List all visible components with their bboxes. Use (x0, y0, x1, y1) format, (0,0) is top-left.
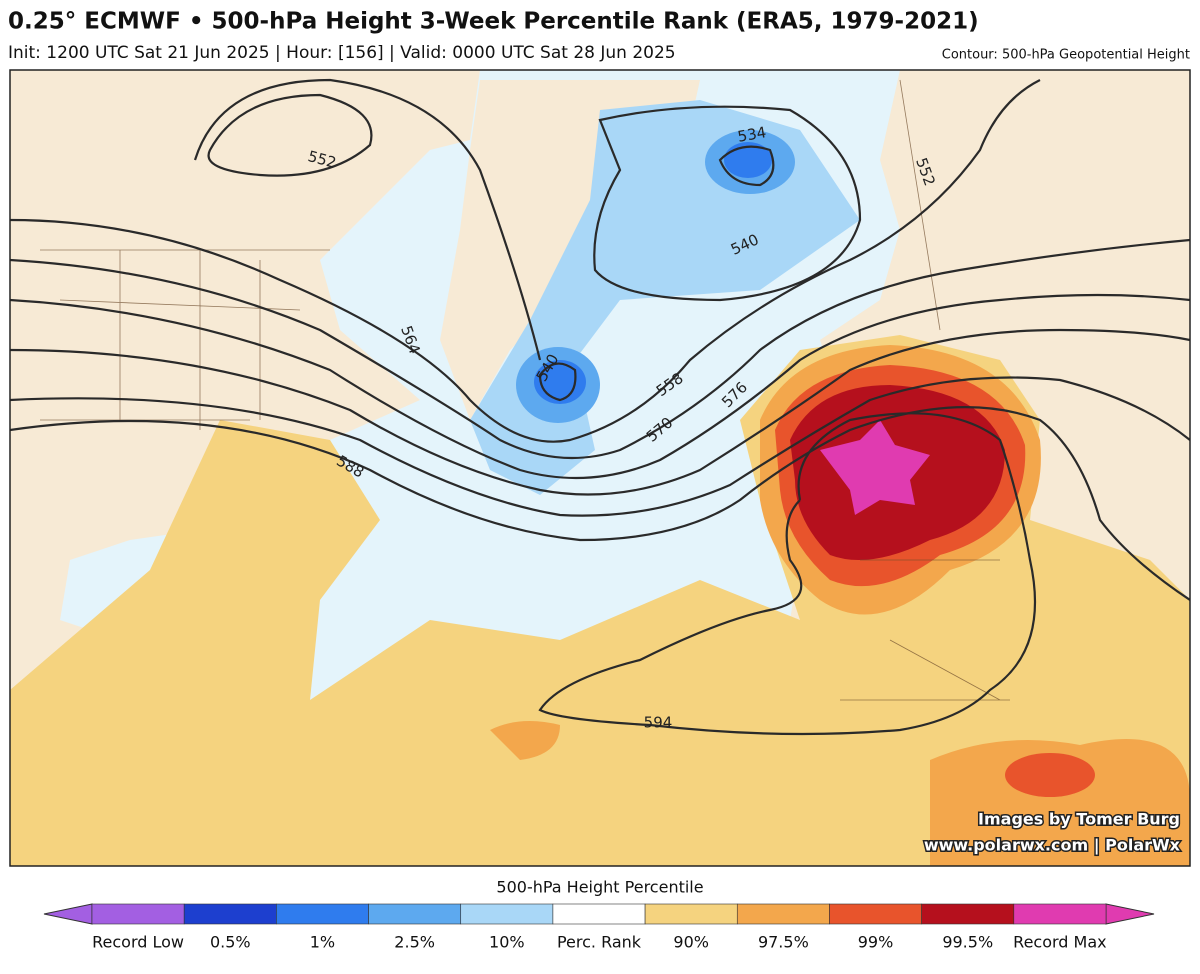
contour (10, 406, 1190, 601)
colorbar-label: 97.5% (758, 933, 809, 952)
colorbar-label: Record Max (1013, 933, 1106, 952)
colorbar-segment (921, 903, 1015, 925)
colorbar-label: 99% (858, 933, 894, 952)
contour-label: 594 (644, 714, 673, 732)
colorbar-label: 99.5% (942, 933, 993, 952)
colorbar-label: 0.5% (210, 933, 251, 952)
anomaly-97-5 (930, 739, 1190, 866)
colorbar-label: Record Low (92, 933, 184, 952)
anomaly-1 (724, 142, 772, 178)
contour (10, 376, 1190, 517)
contour (10, 238, 1190, 460)
colorbar-label: 10% (489, 933, 525, 952)
colorbar-segment (552, 903, 646, 925)
anomaly-99 (1005, 753, 1095, 797)
contour-note: Contour: 500-hPa Geopotential Height (942, 48, 1190, 63)
contour-label: 534 (736, 123, 767, 146)
contour (10, 293, 1190, 480)
map (10, 70, 1190, 866)
colorbar-segment (276, 903, 369, 925)
subtitle: Init: 1200 UTC Sat 21 Jun 2025 | Hour: [… (8, 43, 676, 63)
contour (593, 105, 862, 302)
contour (10, 79, 1041, 443)
colorbar-title: 500-hPa Height Percentile (496, 878, 703, 897)
colorbar-extend-high (1105, 903, 1155, 925)
colorbar-segment (368, 903, 462, 925)
colorbar-segment (829, 903, 922, 925)
contour (718, 145, 775, 187)
contour (538, 362, 577, 402)
map-frame (9, 69, 1191, 867)
contour (538, 412, 1037, 736)
title: 0.25° ECMWF • 500-hPa Height 3-Week Perc… (8, 9, 979, 35)
contour (193, 78, 542, 361)
colorbar-segment (183, 903, 277, 925)
colorbar-extend-low (43, 903, 93, 925)
colorbar-label: 90% (673, 933, 709, 952)
colorbar-label: 1% (310, 933, 335, 952)
credit: Images by Tomer Burg (978, 810, 1180, 829)
credit: www.polarwx.com | PolarWx (924, 836, 1181, 856)
colorbar-segment (460, 903, 554, 925)
anomaly-record (820, 420, 930, 515)
anomaly-97-5 (490, 721, 560, 760)
borders (40, 79, 1010, 701)
colorbar-segment (1013, 903, 1107, 925)
colorbar: Record Low 0.5% 1% 2.5% 10% Perc. Rank 90% 97.5… (43, 903, 1155, 952)
colorbar-label: Perc. Rank (557, 933, 642, 952)
contour (207, 93, 373, 177)
colorbar-segment (644, 903, 738, 925)
contour (10, 328, 1190, 496)
colorbar-segment (91, 903, 185, 925)
colorbar-label: 2.5% (394, 933, 435, 952)
colorbar-segment (736, 903, 830, 925)
